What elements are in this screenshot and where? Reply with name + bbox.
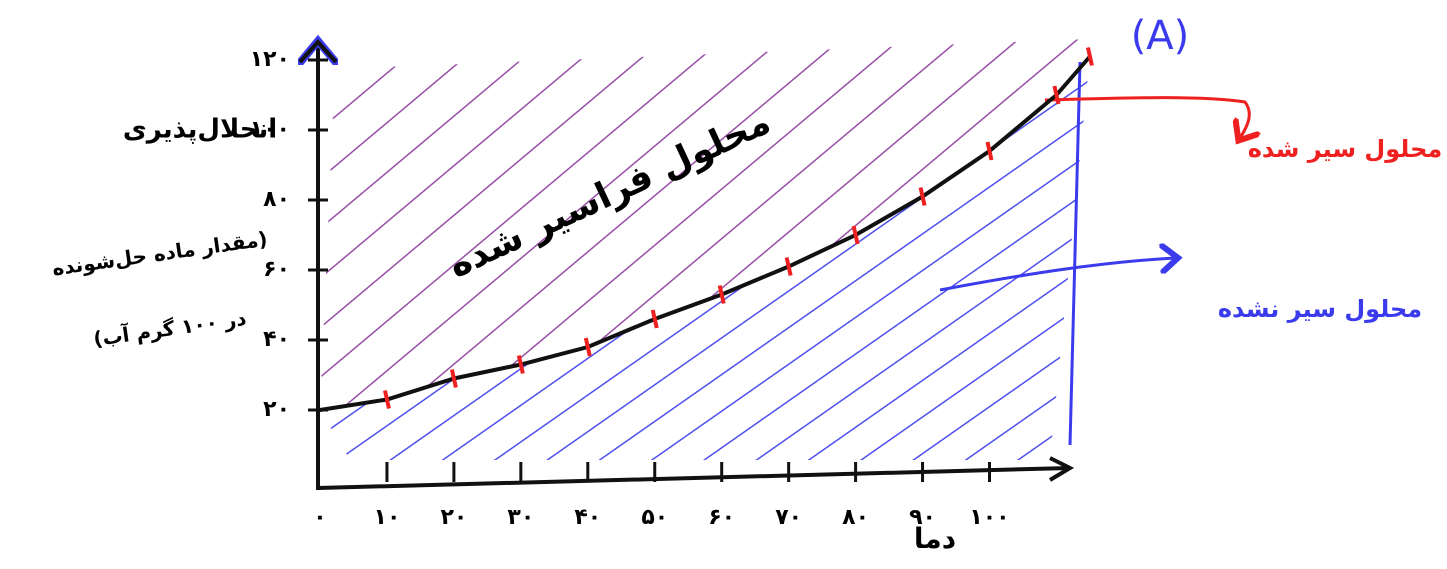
- x-tick-label: ۹۰: [909, 505, 936, 530]
- y-tick-label: ۱۰۰: [250, 117, 290, 142]
- x-tick-label: ۷۰: [775, 505, 802, 530]
- x-tick-label: ۱۰: [374, 505, 401, 530]
- y-tick-label: ۲۰: [263, 397, 290, 422]
- x-tick-label: ۲۰: [440, 505, 467, 530]
- x-tick-label: ۵۰: [641, 505, 668, 530]
- chart-label: (A): [1131, 13, 1190, 59]
- y-tick-label: ۴۰: [263, 327, 290, 352]
- x-tick-label: ۸۰: [842, 505, 869, 530]
- x-axis: [318, 468, 1070, 488]
- x-tick-label: ۶۰: [708, 505, 735, 530]
- y-axis-sublabel: (مقدار ماده حل‌شونده: [51, 227, 269, 281]
- x-tick-label: ۱۰۰: [969, 505, 1009, 530]
- y-tick-label: ۱۲۰: [250, 47, 290, 72]
- page: (A) انحلال‌پذیری (مقدار ماده حل‌شونده در…: [0, 0, 1447, 569]
- y-tick-label: ۸۰: [263, 187, 290, 212]
- regions: [320, 39, 1090, 460]
- x-tick-label: ۴۰: [574, 505, 601, 530]
- saturated-label: محلول سیر شده: [1248, 135, 1443, 163]
- unsaturated-label: محلول سیر نشده: [1218, 295, 1422, 323]
- y-tick-label: ۶۰: [263, 257, 290, 282]
- x-tick-label: ۳۰: [507, 505, 534, 530]
- x-tick-label: ۰: [313, 505, 326, 530]
- chart: (A) انحلال‌پذیری (مقدار ماده حل‌شونده در…: [0, 0, 1447, 569]
- y-axis-sublabel: در ۱۰۰ گرم آب): [92, 305, 248, 351]
